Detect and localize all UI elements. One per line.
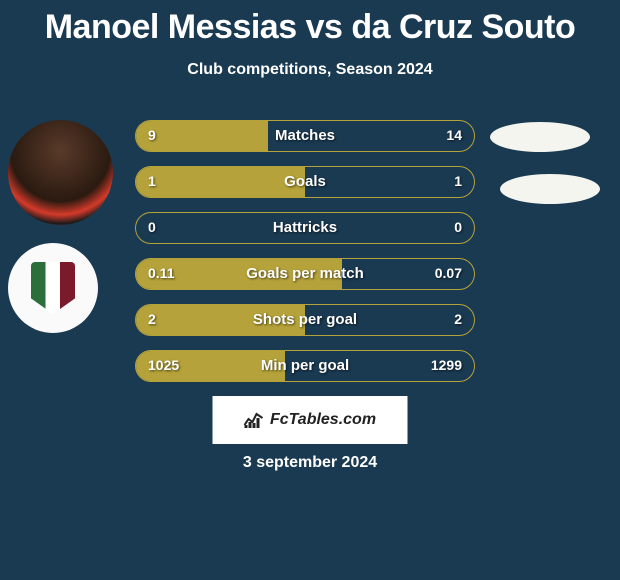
stat-row: Shots per goal2 2: [135, 304, 475, 336]
stat-value-right: 0.07: [435, 259, 462, 288]
stat-label: Matches: [136, 121, 474, 151]
decorative-ellipse: [500, 174, 600, 204]
decorative-ellipse: [490, 122, 590, 152]
player-avatar: [8, 120, 113, 225]
stat-value-left: 1025: [148, 351, 179, 380]
stat-value-left: 0: [148, 213, 156, 242]
attribution-badge: FcTables.com: [213, 396, 408, 444]
club-crest: [8, 243, 98, 333]
stat-label: Min per goal: [136, 351, 474, 381]
stat-value-right: 1: [454, 167, 462, 196]
stat-row: Goals per match0.11 0.07: [135, 258, 475, 290]
stat-value-left: 9: [148, 121, 156, 150]
stat-value-left: 1: [148, 167, 156, 196]
subtitle: Club competitions, Season 2024: [0, 61, 620, 79]
footer-date: 3 september 2024: [0, 454, 620, 472]
stat-value-right: 1299: [431, 351, 462, 380]
stat-row: Matches9 14: [135, 120, 475, 152]
stat-value-left: 2: [148, 305, 156, 334]
stat-row: Hattricks0 0: [135, 212, 475, 244]
stat-value-right: 2: [454, 305, 462, 334]
stat-label: Goals: [136, 167, 474, 197]
stat-value-right: 0: [454, 213, 462, 242]
stat-label: Hattricks: [136, 213, 474, 243]
attribution-text: FcTables.com: [270, 411, 376, 429]
avatars-column: [8, 120, 113, 351]
chart-icon: [244, 411, 264, 429]
stat-value-left: 0.11: [148, 259, 174, 288]
stat-row: Min per goal1025 1299: [135, 350, 475, 382]
stat-value-right: 14: [446, 121, 462, 150]
comparison-bars: Matches9 14 Goals1 1 Hattricks0 0 Goals per ma…: [135, 120, 475, 396]
stat-label: Shots per goal: [136, 305, 474, 335]
stat-label: Goals per match: [136, 259, 474, 289]
page-title: Manoel Messias vs da Cruz Souto: [0, 0, 620, 47]
stat-row: Goals1 1: [135, 166, 475, 198]
